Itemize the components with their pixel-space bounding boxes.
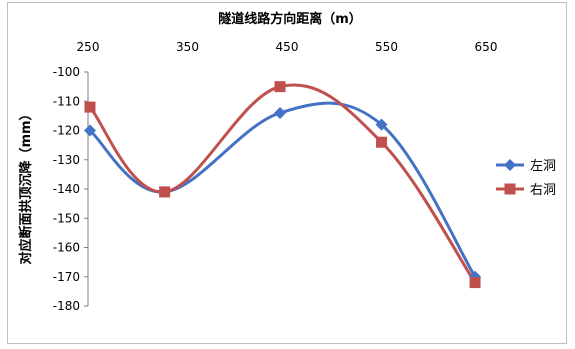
series-markers — [83, 81, 482, 289]
legend-marker — [504, 183, 516, 195]
y-tick-label: -130 — [53, 153, 80, 167]
legend-label: 右洞 — [530, 183, 556, 198]
data-point-marker — [376, 136, 388, 148]
y-tick-label: -100 — [53, 65, 80, 79]
x-tick-label: 550 — [375, 40, 398, 54]
y-tick-label: -150 — [53, 211, 80, 225]
data-point-marker — [84, 101, 96, 113]
y-axis-title: 对应断面拱顶沉降（mm） — [18, 107, 34, 264]
x-axis-title: 隧道线路方向距离（m） — [218, 11, 362, 27]
x-tick-label: 650 — [475, 40, 498, 54]
data-point-marker — [375, 118, 388, 131]
y-tick-label: -110 — [53, 94, 80, 108]
y-tick-label: -140 — [53, 182, 80, 196]
data-point-marker — [469, 277, 481, 289]
legend-marker — [504, 159, 516, 171]
x-tick-label: 250 — [77, 40, 100, 54]
data-point-marker — [159, 186, 171, 198]
x-tick-label: 450 — [276, 40, 299, 54]
data-point-marker — [274, 106, 287, 119]
data-point-marker — [83, 124, 96, 137]
y-tick-label: -160 — [53, 241, 80, 255]
x-tick-labels: 250 350 450 550 650 — [77, 40, 498, 54]
legend-label: 左洞 — [530, 159, 556, 174]
data-point-marker — [274, 81, 286, 93]
x-tick-label: 350 — [176, 40, 199, 54]
y-tick-label: -170 — [53, 270, 80, 284]
y-tick-label: -180 — [53, 299, 80, 313]
y-tick-labels: -100 -110 -120 -130 -140 -150 -160 -170 -180 — [53, 65, 88, 313]
y-tick-label: -120 — [53, 124, 80, 138]
